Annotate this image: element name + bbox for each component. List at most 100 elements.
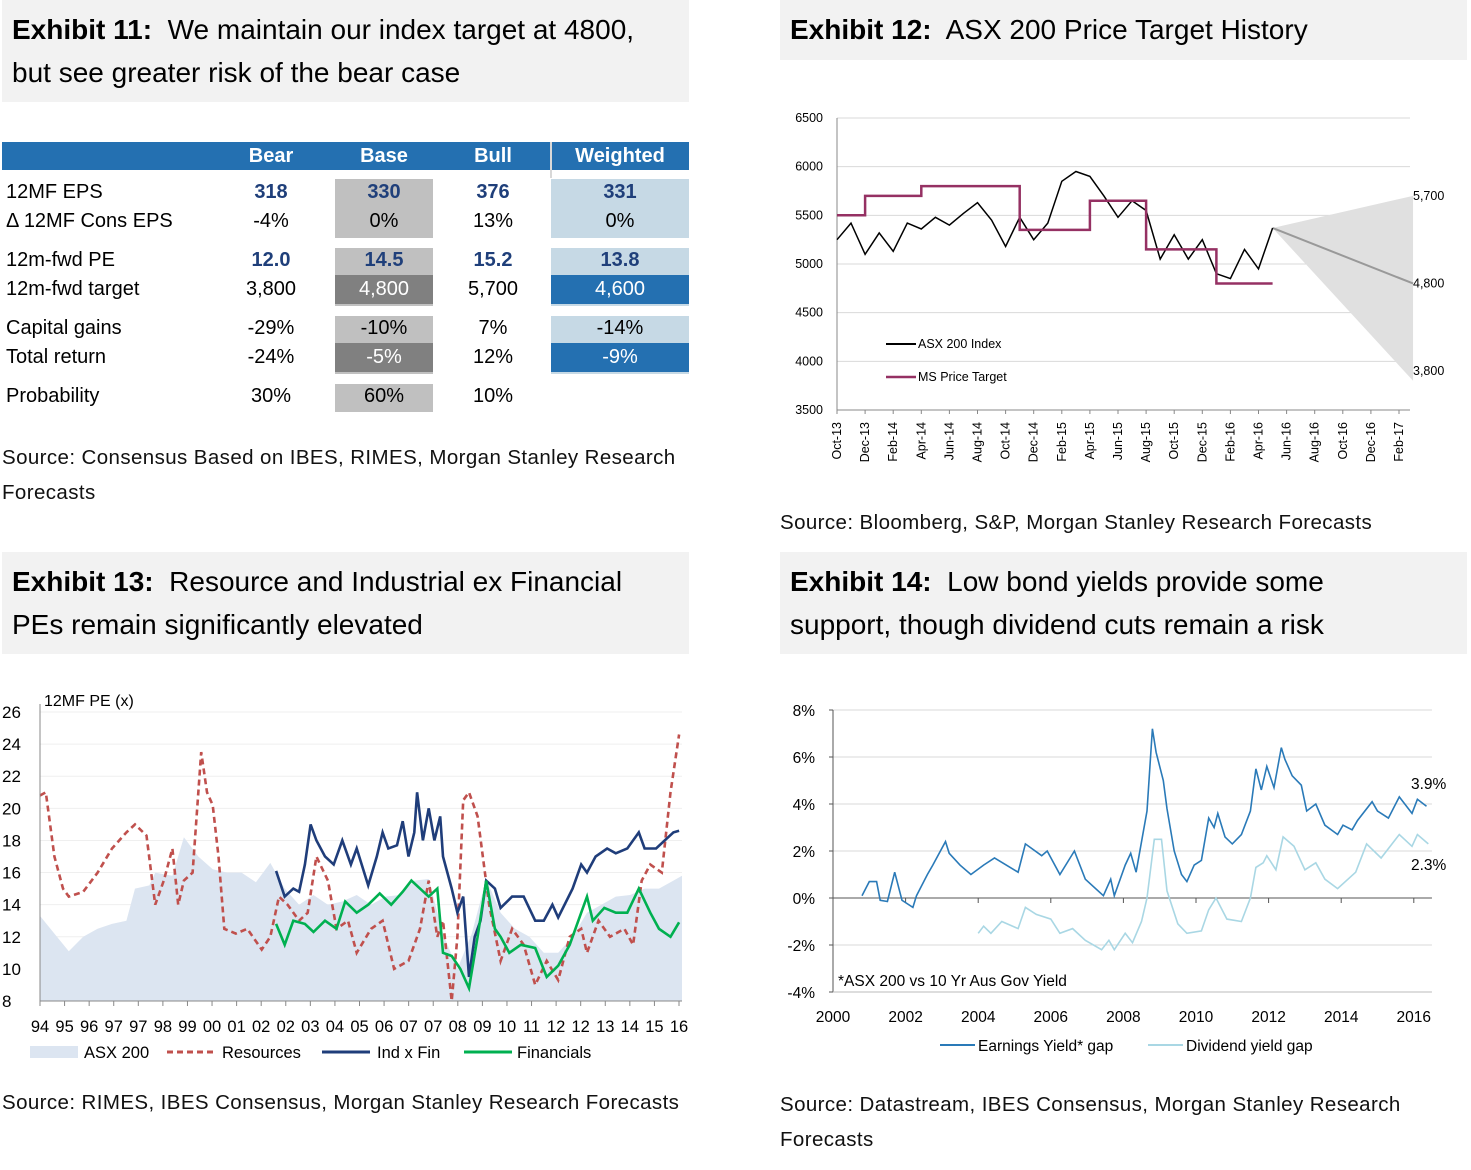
series-line-dividend-yield-gap xyxy=(977,833,1429,952)
table-cell: 376 xyxy=(476,181,510,203)
table-cell: 10% xyxy=(472,385,514,407)
y-tick-label: 16 xyxy=(2,864,21,883)
y-tick-label: 6000 xyxy=(795,160,823,174)
table-cell: -10% xyxy=(360,317,408,339)
table-cell: 330 xyxy=(367,181,401,203)
column-divider xyxy=(550,142,552,178)
projection-fan xyxy=(1272,195,1414,381)
row-label: 12MF EPS xyxy=(6,181,103,203)
x-tick-label: Jun-16 xyxy=(1280,422,1294,460)
table-cell: 4,600 xyxy=(594,278,646,300)
exhibit-title: Low bond yields provide some xyxy=(947,566,1324,597)
x-tick-label: 02 xyxy=(252,1018,270,1036)
table-cell: 331 xyxy=(603,181,637,203)
x-tick-label: Dec-13 xyxy=(858,422,872,462)
y-tick-label: 4000 xyxy=(795,354,823,368)
y-tick-label: 14 xyxy=(2,896,21,915)
exhibit-title: support, though dividend cuts remain a r… xyxy=(790,609,1324,640)
x-tick-label: 00 xyxy=(203,1018,221,1036)
y-tick-label: 8 xyxy=(2,992,11,1011)
x-tick-label: 2010 xyxy=(1179,1009,1214,1026)
x-tick-label: Jun-15 xyxy=(1111,422,1125,460)
y-tick-label: 24 xyxy=(2,735,21,754)
x-tick-label: Feb-17 xyxy=(1392,422,1406,462)
column-header: Base xyxy=(360,145,408,167)
row-label: Probability xyxy=(6,385,100,407)
row-label: 12m-fwd target xyxy=(6,278,140,300)
table-cell: 0% xyxy=(369,210,399,232)
x-tick-label: 12 xyxy=(572,1018,590,1036)
x-tick-label: 98 xyxy=(154,1018,172,1036)
x-tick-label: Dec-15 xyxy=(1195,422,1209,462)
x-tick-label: 03 xyxy=(301,1018,319,1036)
x-tick-label: 2012 xyxy=(1251,1009,1285,1026)
projection-label: 4,800 xyxy=(1413,276,1444,290)
table-cell xyxy=(560,382,680,411)
base-projection-line xyxy=(1272,227,1414,285)
table-cell: 14.5 xyxy=(364,249,404,271)
x-tick-label: 05 xyxy=(350,1018,368,1036)
y-tick-label: 6500 xyxy=(795,111,823,125)
x-tick-label: Oct-14 xyxy=(999,422,1013,460)
y-tick-label: 20 xyxy=(2,799,21,818)
x-tick-label: 04 xyxy=(326,1018,344,1036)
table-cell: -9% xyxy=(602,346,638,368)
x-tick-label: 12 xyxy=(547,1018,565,1036)
y-tick-label: 10 xyxy=(2,960,21,979)
x-tick-label: Aug-16 xyxy=(1308,422,1322,462)
exhibit-13-source: Source: RIMES, IBES Consensus, Morgan St… xyxy=(2,1085,679,1120)
table-cell: 60% xyxy=(363,385,405,407)
x-tick-label: 14 xyxy=(621,1018,639,1036)
y-tick-label: 12 xyxy=(2,928,21,947)
source-text: Source: Datastream, IBES Consensus, Morg… xyxy=(780,1093,1401,1116)
y-tick-label: 3500 xyxy=(795,403,823,417)
source-text: Forecasts xyxy=(780,1128,874,1151)
x-tick-label: 2004 xyxy=(961,1009,996,1026)
legend-swatch xyxy=(30,1046,78,1058)
exhibit-11-source: Source: Consensus Based on IBES, RIMES, … xyxy=(2,440,692,510)
column-header: Weighted xyxy=(575,145,665,167)
asx200-price-target-chart: 6500 6000 5500 5000 4500 4000 3500 Oct-13 Dec-13… xyxy=(795,111,1444,462)
x-tick-label: 2014 xyxy=(1324,1009,1359,1026)
pe-history-chart: 26 24 22 20 18 16 14 12 10 8 12MF PE (x) 94 95 96 97 97… xyxy=(2,693,688,1062)
x-tick-label: Feb-15 xyxy=(1055,422,1069,462)
series-financials-line xyxy=(274,878,681,993)
projection-label: 5,700 xyxy=(1413,189,1444,203)
table-cell: 15.2 xyxy=(473,249,513,271)
x-tick-label: 07 xyxy=(424,1018,442,1036)
table-cell: 13.8 xyxy=(600,249,640,271)
series-asx-200-area xyxy=(40,837,682,1001)
x-tick-label: 02 xyxy=(277,1018,295,1036)
x-tick-label: Dec-16 xyxy=(1364,422,1378,462)
base-highlight xyxy=(335,275,433,304)
x-tick-label: Aug-15 xyxy=(1139,422,1153,462)
x-tick-label: 2008 xyxy=(1106,1009,1140,1026)
x-tick-label: Oct-16 xyxy=(1336,422,1350,460)
x-tick-label: 2016 xyxy=(1397,1009,1431,1026)
y-axis-title: 12MF PE (x) xyxy=(44,693,134,710)
weighted-box xyxy=(551,179,689,238)
table-cell: 12.0 xyxy=(251,249,291,271)
x-tick-label: Jun-14 xyxy=(942,422,956,460)
x-tick-label: 11 xyxy=(523,1018,540,1036)
weighted-highlight xyxy=(551,275,689,304)
x-tick-label: 10 xyxy=(498,1018,516,1036)
x-tick-label: Apr-14 xyxy=(914,422,928,460)
y-tick-label: 5500 xyxy=(795,208,823,222)
exhibit-12-header: Exhibit 12: ASX 200 Price Target History xyxy=(780,0,1467,60)
exhibit-title: We maintain our index target at 4800, xyxy=(167,14,635,45)
x-tick-label: 96 xyxy=(80,1018,98,1036)
row-label: Δ 12MF Cons EPS xyxy=(6,210,173,232)
series-line-asx-200-index xyxy=(836,170,1274,280)
y-tick-label: 18 xyxy=(2,831,21,850)
table-cell: 0% xyxy=(605,210,635,232)
series-line-ms-price-target xyxy=(837,184,1273,285)
x-tick-label: 2000 xyxy=(816,1009,851,1026)
exhibit-12-source: Source: Bloomberg, S&P, Morgan Stanley R… xyxy=(780,505,1372,540)
x-tick-label: 06 xyxy=(375,1018,393,1036)
y-tick-label: 8% xyxy=(793,703,816,720)
x-tick-label: 94 xyxy=(31,1018,49,1036)
table-cell: -14% xyxy=(596,317,644,339)
end-value-label: 2.3% xyxy=(1411,857,1447,874)
series-line-earnings-yield-gap xyxy=(861,728,1427,909)
